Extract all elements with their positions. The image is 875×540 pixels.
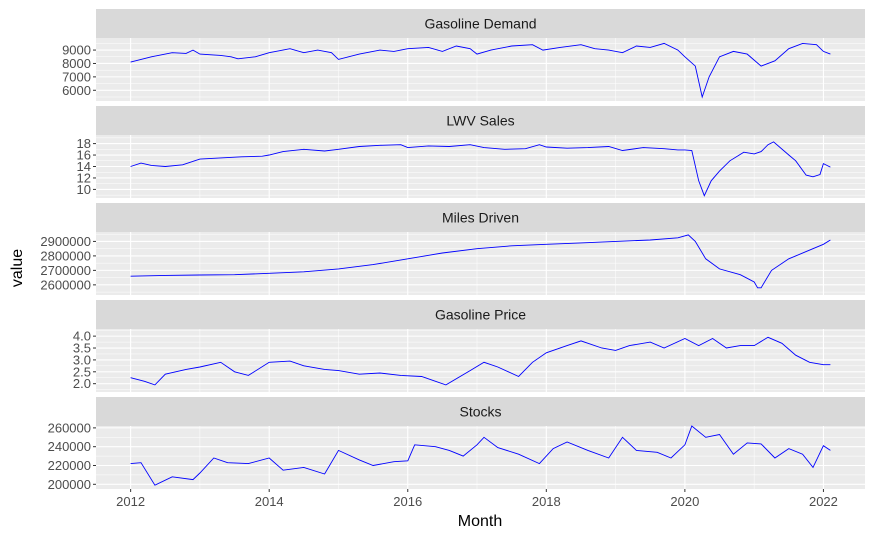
y-tick-label-gasoline-demand: 6000 [62, 83, 91, 98]
strip-lwv-sales [96, 106, 865, 135]
y-tick-label-miles-driven: 2900000 [40, 234, 91, 249]
y-tick-label-gasoline-demand: 8000 [62, 56, 91, 71]
y-tick-label-lwv-sales: 16 [77, 148, 91, 163]
gridlines-stocks [96, 426, 865, 489]
y-tick-label-gasoline-price: 3.0 [73, 352, 91, 367]
y-tick-label-stocks: 260000 [48, 420, 91, 435]
plot-background-stocks [96, 426, 865, 489]
y-tick-label-gasoline-price: 2.5 [73, 364, 91, 379]
gridlines-gasoline-price [96, 329, 865, 392]
x-tick-label: 2018 [532, 494, 561, 509]
y-tick-label-miles-driven: 2700000 [40, 263, 91, 278]
y-tick-label-miles-driven: 2600000 [40, 277, 91, 292]
strip-gasoline-demand [96, 9, 865, 38]
strip-label-miles-driven: Miles Driven [442, 210, 519, 226]
strip-label-gasoline-price: Gasoline Price [435, 307, 526, 323]
series-line-miles-driven [130, 234, 831, 289]
y-tick-label-miles-driven: 2800000 [40, 248, 91, 263]
x-tick-label: 2014 [255, 494, 284, 509]
strip-label-lwv-sales: LWV Sales [446, 113, 514, 129]
y-tick-label-gasoline-price: 2.0 [73, 376, 91, 391]
gridlines-miles-driven [96, 232, 865, 295]
x-axis-title: Month [458, 513, 502, 530]
panel-gasoline-price: Gasoline Price 2.02.53.03.54.0 [73, 300, 865, 392]
strip-gasoline-price [96, 300, 865, 329]
series-line-stocks [130, 425, 831, 486]
y-tick-label-gasoline-demand: 9000 [62, 43, 91, 58]
x-tick-label: 2012 [116, 494, 145, 509]
y-tick-label-lwv-sales: 18 [77, 136, 91, 151]
gridlines-lwv-sales [96, 135, 865, 198]
series-line-gasoline-price [130, 336, 831, 386]
y-tick-label-stocks: 240000 [48, 439, 91, 454]
y-axis-title: value [9, 249, 26, 287]
panel-stocks: Stocks 200000 220000 240000 260000 [48, 397, 865, 492]
series-line-lwv-sales [130, 141, 831, 197]
y-tick-label-gasoline-price: 4.0 [73, 329, 91, 344]
x-tick-label: 2022 [809, 494, 838, 509]
x-tick-label: 2016 [393, 494, 422, 509]
x-tick-label: 2020 [670, 494, 699, 509]
y-tick-label-lwv-sales: 12 [77, 170, 91, 185]
x-axis: 2012 2014 2016 2018 2020 2022 [116, 489, 838, 509]
strip-label-gasoline-demand: Gasoline Demand [424, 16, 536, 32]
y-tick-label-gasoline-price: 3.5 [73, 341, 91, 356]
strip-label-stocks: Stocks [459, 404, 501, 420]
strip-miles-driven [96, 203, 865, 232]
plot-background-gasoline-price [96, 329, 865, 392]
strip-stocks [96, 397, 865, 426]
gridlines-gasoline-demand [96, 38, 865, 101]
y-tick-label-stocks: 200000 [48, 477, 91, 492]
plot-background-gasoline-demand [96, 38, 865, 101]
y-tick-label-gasoline-demand: 7000 [62, 69, 91, 84]
series-line-gasoline-demand [130, 42, 831, 99]
y-tick-label-lwv-sales: 14 [77, 159, 91, 174]
y-tick-label-lwv-sales: 10 [77, 182, 91, 197]
y-tick-label-stocks: 220000 [48, 458, 91, 473]
